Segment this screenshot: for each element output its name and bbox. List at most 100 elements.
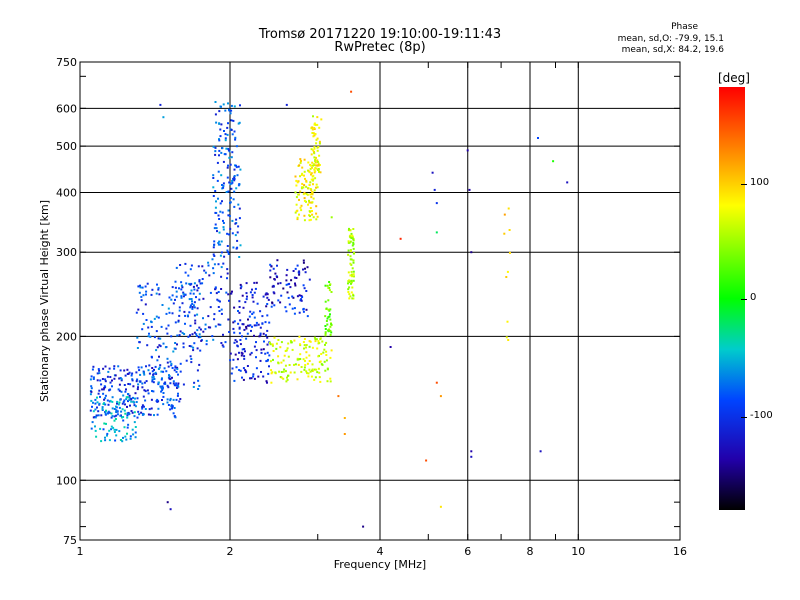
echo-point-o [287,296,290,299]
echo-point-x [350,263,353,266]
echo-point-o [293,307,296,310]
echo-point-x [299,161,302,164]
echo-point-o [300,298,303,301]
echo-point-o [222,345,225,348]
echo-point-o [229,201,232,204]
echo-point-x [313,171,316,174]
echo-point-o [96,396,98,399]
echo-point-o [238,326,241,329]
chart-title: Tromsø 20171220 19:10:00-19:11:43 [258,27,502,42]
echo-point-o [266,293,269,296]
echo-point-o [250,329,252,332]
echo-point-o [141,404,144,407]
echo-point-x [311,213,314,216]
echo-point-x [303,338,306,340]
echo-point-o [219,135,222,138]
echo-point-o [189,355,192,358]
echo-point-o [190,289,193,292]
echo-point-x [271,344,274,347]
echo-point-o [204,328,207,331]
echo-point-x [327,316,330,318]
echo-point-o [130,400,133,403]
echo-point-o [125,388,127,391]
echo-point-o [111,385,113,388]
echo-point-o [174,365,177,368]
echo-point-o [222,262,225,265]
echo-point-o [216,179,219,182]
echo-point-o [107,403,110,406]
echo-point-o [173,407,176,409]
echo-point-x [347,271,350,274]
echo-point-o [213,313,216,316]
echo-point-o [245,327,248,330]
echo-point-o [105,409,107,412]
echo-point-x [277,355,280,358]
echo-point-x [313,156,316,159]
echo-point-o [218,231,221,234]
echo-point-o [199,349,202,352]
echo-point-o [143,389,146,392]
echo-point-o [98,369,101,372]
echo-point-o [193,301,196,304]
echo-point-o [262,332,265,335]
echo-point-o [197,388,200,390]
echo-point-o [217,170,220,173]
echo-point-o [177,385,180,388]
echo-point-o [170,298,173,301]
echo-point-x [329,308,332,311]
echo-point-o [116,410,119,413]
echo-point-x [313,134,316,137]
echo-point-o [110,425,113,428]
echo-point-x [352,247,355,250]
echo-point-x [313,146,316,149]
echo-point-o [136,388,139,391]
echo-point-x [329,283,332,286]
echo-point-x [315,205,318,208]
echo-point-x [505,336,508,339]
echo-point-o [245,371,248,374]
echo-point-o [225,147,228,150]
echo-point-o [177,373,179,376]
echo-point-o [130,410,133,412]
echo-point-o [277,282,280,285]
echo-point-o [102,428,105,431]
echo-point-o [152,376,155,378]
echo-point-sporadic [431,171,434,174]
echo-point-o [215,200,217,203]
echo-point-o [237,310,239,312]
echo-point-o [168,374,170,377]
echo-point-o [268,321,271,324]
echo-point-o [157,381,160,384]
echo-point-x [330,349,333,352]
echo-point-o [225,291,228,294]
echo-point-o [145,290,148,293]
echo-point-o [212,267,215,270]
echo-point-o [217,214,220,217]
echo-point-o [170,407,173,410]
echo-point-o [279,301,282,304]
echo-point-o [235,366,238,369]
echo-point-o [151,356,153,359]
echo-point-x [307,203,309,206]
echo-point-o [265,380,268,383]
echo-point-x [324,369,327,372]
echo-point-o [170,335,173,338]
echo-point-o [103,387,106,389]
echo-point-o [134,392,137,395]
echo-point-o [104,397,107,400]
echo-point-o [147,392,150,395]
echo-point-o [193,288,196,291]
echo-point-o [255,281,258,284]
echo-point-o [192,386,195,388]
echo-point-x [299,190,302,193]
echo-point-x [295,203,298,206]
echo-point-x [270,381,273,384]
echo-point-x [308,171,311,174]
echo-point-x [318,164,321,166]
echo-point-x [315,167,318,170]
echo-point-o [261,322,264,325]
echo-point-o [220,251,223,254]
echo-point-o [218,122,221,125]
echo-point-o [266,314,269,317]
echo-point-o [221,200,223,203]
